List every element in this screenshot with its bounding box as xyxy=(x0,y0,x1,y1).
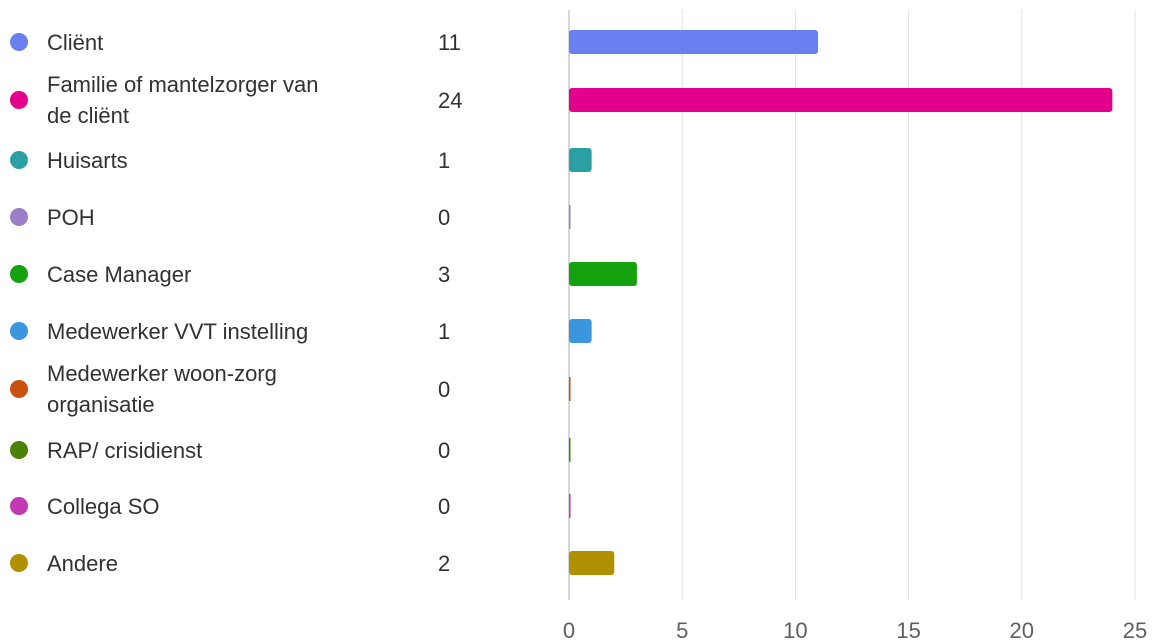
x-tick-label: 10 xyxy=(783,618,807,643)
legend-count: 3 xyxy=(438,261,451,287)
bar[interactable] xyxy=(569,148,592,172)
bar[interactable] xyxy=(569,438,571,462)
legend-item[interactable]: RAP/ crisidienst 0 xyxy=(0,419,560,481)
legend-dot-icon xyxy=(10,554,28,572)
legend-label: Familie of mantelzorger van de cliënt xyxy=(47,72,319,128)
legend-dot-icon xyxy=(10,91,28,109)
legend-item[interactable]: Familie of mantelzorger van de cliënt 24 xyxy=(0,69,560,131)
bar[interactable] xyxy=(569,319,592,343)
legend-count: 0 xyxy=(438,376,451,402)
chart-legend: Cliënt 11 Familie of mantelzorger van de cl… xyxy=(0,0,560,644)
legend-label: Medewerker VVT instelling xyxy=(47,318,309,344)
bar[interactable] xyxy=(569,262,637,286)
bar[interactable] xyxy=(569,377,571,401)
legend-count: 24 xyxy=(438,87,463,113)
legend-item[interactable]: Medewerker VVT instelling 1 xyxy=(0,300,560,362)
legend-count: 1 xyxy=(438,147,451,173)
legend-count: 0 xyxy=(438,204,451,230)
bar[interactable] xyxy=(569,494,571,518)
legend-label: Andere xyxy=(47,550,118,576)
x-axis-ticks: 0 5 10 15 20 25 xyxy=(563,618,1147,643)
x-tick-label: 20 xyxy=(1010,618,1034,643)
legend-dot-icon xyxy=(10,380,28,398)
legend-item[interactable]: Huisarts 1 xyxy=(0,129,560,191)
bar[interactable] xyxy=(569,30,819,54)
bar[interactable] xyxy=(569,551,615,575)
legend-label: Huisarts xyxy=(47,147,128,173)
legend-item[interactable]: Collega SO 0 xyxy=(0,475,560,537)
legend-label: Medewerker woon-zorg organisatie xyxy=(47,361,277,417)
legend-label: RAP/ crisidienst xyxy=(47,437,203,463)
legend-item[interactable]: Cliënt 11 xyxy=(0,11,560,73)
legend-count: 11 xyxy=(438,29,461,55)
legend-item[interactable]: Medewerker woon-zorg organisatie 0 xyxy=(0,358,560,420)
legend-label: Case Manager xyxy=(47,261,192,287)
legend-item[interactable]: Andere 2 xyxy=(0,532,560,594)
x-tick-label: 0 xyxy=(563,618,575,643)
bar[interactable] xyxy=(569,205,571,229)
legend-dot-icon xyxy=(10,497,28,515)
legend-dot-icon xyxy=(10,33,28,51)
legend-count: 0 xyxy=(438,493,451,519)
x-tick-label: 5 xyxy=(676,618,688,643)
legend-dot-icon xyxy=(10,441,28,459)
legend-count: 0 xyxy=(438,437,451,463)
legend-label: Cliënt xyxy=(47,29,104,55)
legend-item[interactable]: Case Manager 3 xyxy=(0,243,560,305)
x-tick-label: 15 xyxy=(896,618,920,643)
legend-label: POH xyxy=(47,204,95,230)
bar[interactable] xyxy=(569,88,1113,112)
legend-count: 2 xyxy=(438,550,451,576)
legend-dot-icon xyxy=(10,151,28,169)
legend-dot-icon xyxy=(10,208,28,226)
legend-count: 1 xyxy=(438,318,451,344)
bars xyxy=(569,30,1113,575)
legend-label: Collega SO xyxy=(47,493,160,519)
legend-dot-icon xyxy=(10,265,28,283)
x-tick-label: 25 xyxy=(1123,618,1147,643)
legend-dot-icon xyxy=(10,322,28,340)
legend-item[interactable]: POH 0 xyxy=(0,186,560,248)
